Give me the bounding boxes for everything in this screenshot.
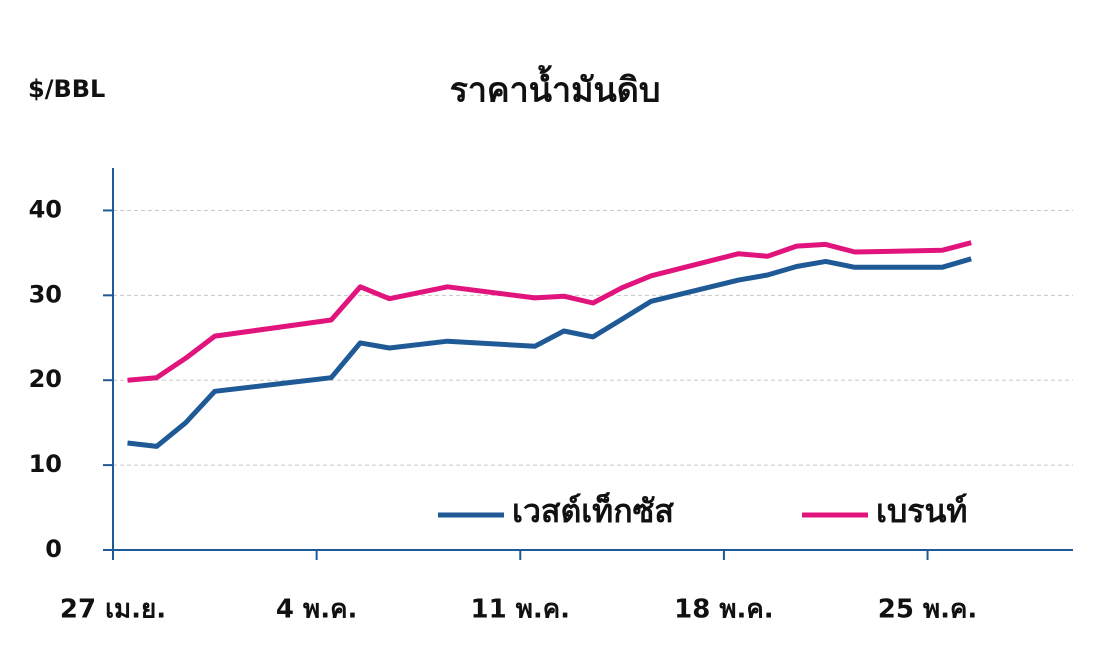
y-tick-label: 0 xyxy=(45,535,62,563)
x-tick-label: 27 เม.ย. xyxy=(60,595,166,625)
y-tick-label: 40 xyxy=(29,195,62,223)
x-tick-label: 11 พ.ค. xyxy=(471,595,571,625)
legend-label: เบรนท์ xyxy=(876,492,967,530)
series-line xyxy=(127,256,972,449)
x-tick-label: 18 พ.ค. xyxy=(674,595,774,625)
series-line xyxy=(127,240,972,383)
x-tick-label: 25 พ.ค. xyxy=(878,595,978,625)
x-tick-label: 4 พ.ค. xyxy=(276,595,357,625)
y-axis-label: $/BBL xyxy=(28,75,105,103)
y-tick-label: 10 xyxy=(29,450,62,478)
y-tick-label: 30 xyxy=(29,280,62,308)
chart-title: ราคาน้ำมันดิบ xyxy=(450,65,661,111)
legend-label: เวสต์เท็กซัส xyxy=(512,491,674,530)
y-tick-label: 20 xyxy=(29,365,62,393)
